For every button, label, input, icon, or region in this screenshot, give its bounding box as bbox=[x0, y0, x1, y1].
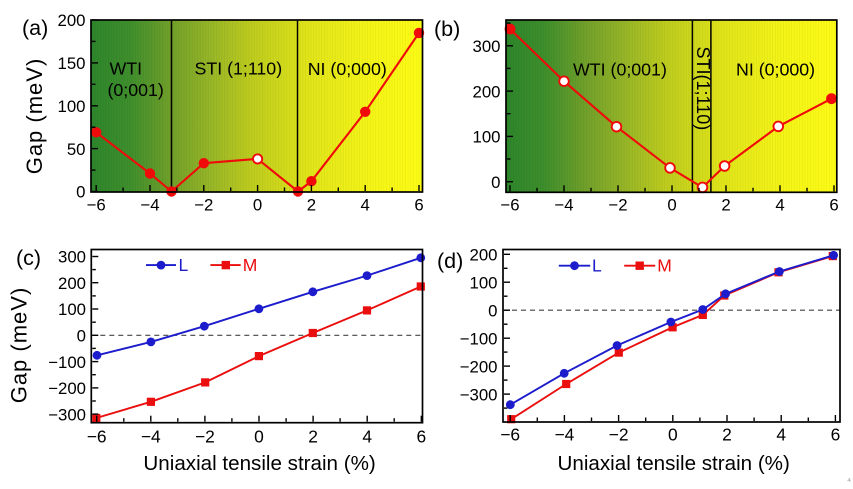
svg-text:100: 100 bbox=[58, 300, 86, 319]
svg-text:0: 0 bbox=[76, 183, 85, 202]
svg-text:6: 6 bbox=[414, 195, 423, 214]
svg-text:−2: −2 bbox=[195, 426, 215, 446]
svg-text:−300: −300 bbox=[460, 385, 498, 404]
svg-text:4: 4 bbox=[361, 195, 370, 214]
svg-text:(0;001): (0;001) bbox=[108, 80, 164, 100]
svg-text:100: 100 bbox=[473, 128, 501, 147]
svg-text:NI (0;000): NI (0;000) bbox=[308, 59, 387, 79]
svg-text:M: M bbox=[243, 255, 258, 275]
svg-text:6: 6 bbox=[831, 425, 841, 445]
svg-text:(c): (c) bbox=[16, 246, 41, 270]
svg-text:150: 150 bbox=[58, 54, 86, 73]
svg-text:−6: −6 bbox=[500, 195, 519, 214]
svg-text:(a): (a) bbox=[22, 16, 48, 40]
svg-text:−6: −6 bbox=[500, 425, 520, 445]
svg-text:M: M bbox=[657, 256, 672, 276]
svg-text:STI(1;110): STI(1;110) bbox=[693, 47, 713, 131]
svg-text:L: L bbox=[179, 255, 189, 275]
svg-text:0: 0 bbox=[667, 195, 676, 214]
svg-text:Gap (meV): Gap (meV) bbox=[22, 58, 47, 175]
svg-text:NI (0;000): NI (0;000) bbox=[736, 59, 815, 79]
svg-text:Uniaxial tensile strain (%): Uniaxial tensile strain (%) bbox=[143, 452, 375, 475]
svg-text:Gap (meV): Gap (meV) bbox=[7, 287, 32, 404]
svg-text:L: L bbox=[592, 256, 602, 276]
svg-text:2: 2 bbox=[722, 425, 732, 445]
svg-text:−300: −300 bbox=[48, 405, 86, 424]
svg-text:−4: −4 bbox=[140, 195, 159, 214]
svg-text:WTI: WTI bbox=[110, 58, 143, 78]
svg-text:2: 2 bbox=[721, 195, 730, 214]
svg-text:300: 300 bbox=[58, 248, 86, 267]
svg-text:−2: −2 bbox=[609, 425, 629, 445]
svg-text:(d): (d) bbox=[437, 249, 463, 273]
svg-text:100: 100 bbox=[470, 273, 498, 292]
svg-text:−2: −2 bbox=[608, 195, 627, 214]
svg-text:(b): (b) bbox=[434, 17, 460, 41]
svg-text:300: 300 bbox=[473, 37, 501, 56]
svg-text:0: 0 bbox=[77, 327, 86, 346]
svg-text:50: 50 bbox=[67, 140, 86, 159]
svg-text:200: 200 bbox=[470, 246, 498, 265]
svg-text:STI (1;110): STI (1;110) bbox=[195, 58, 283, 78]
svg-text:0: 0 bbox=[668, 425, 678, 445]
svg-text:0: 0 bbox=[253, 195, 262, 214]
svg-text:0: 0 bbox=[254, 426, 264, 446]
svg-text:−4: −4 bbox=[141, 426, 161, 446]
svg-text:₄: ₄ bbox=[847, 473, 851, 484]
svg-text:−6: −6 bbox=[87, 195, 106, 214]
svg-text:2: 2 bbox=[308, 426, 318, 446]
svg-text:−4: −4 bbox=[554, 195, 573, 214]
svg-text:−200: −200 bbox=[460, 357, 498, 376]
svg-text:Uniaxial tensile strain (%): Uniaxial tensile strain (%) bbox=[558, 452, 790, 475]
svg-text:200: 200 bbox=[58, 11, 86, 30]
svg-text:−6: −6 bbox=[87, 426, 107, 446]
svg-text:200: 200 bbox=[58, 274, 86, 293]
svg-text:4: 4 bbox=[775, 195, 784, 214]
svg-text:100: 100 bbox=[58, 97, 86, 116]
svg-text:−200: −200 bbox=[48, 379, 86, 398]
svg-text:200: 200 bbox=[473, 82, 501, 101]
svg-text:WTI (0;001): WTI (0;001) bbox=[573, 59, 667, 79]
svg-text:4: 4 bbox=[362, 426, 372, 446]
svg-text:6: 6 bbox=[829, 195, 838, 214]
svg-text:−100: −100 bbox=[48, 353, 86, 372]
svg-text:−4: −4 bbox=[554, 425, 574, 445]
svg-text:−100: −100 bbox=[460, 329, 498, 348]
svg-text:4: 4 bbox=[776, 425, 786, 445]
svg-text:6: 6 bbox=[416, 426, 426, 446]
svg-text:2: 2 bbox=[307, 195, 316, 214]
svg-text:0: 0 bbox=[491, 173, 500, 192]
svg-text:0: 0 bbox=[488, 301, 497, 320]
svg-text:−2: −2 bbox=[194, 195, 213, 214]
